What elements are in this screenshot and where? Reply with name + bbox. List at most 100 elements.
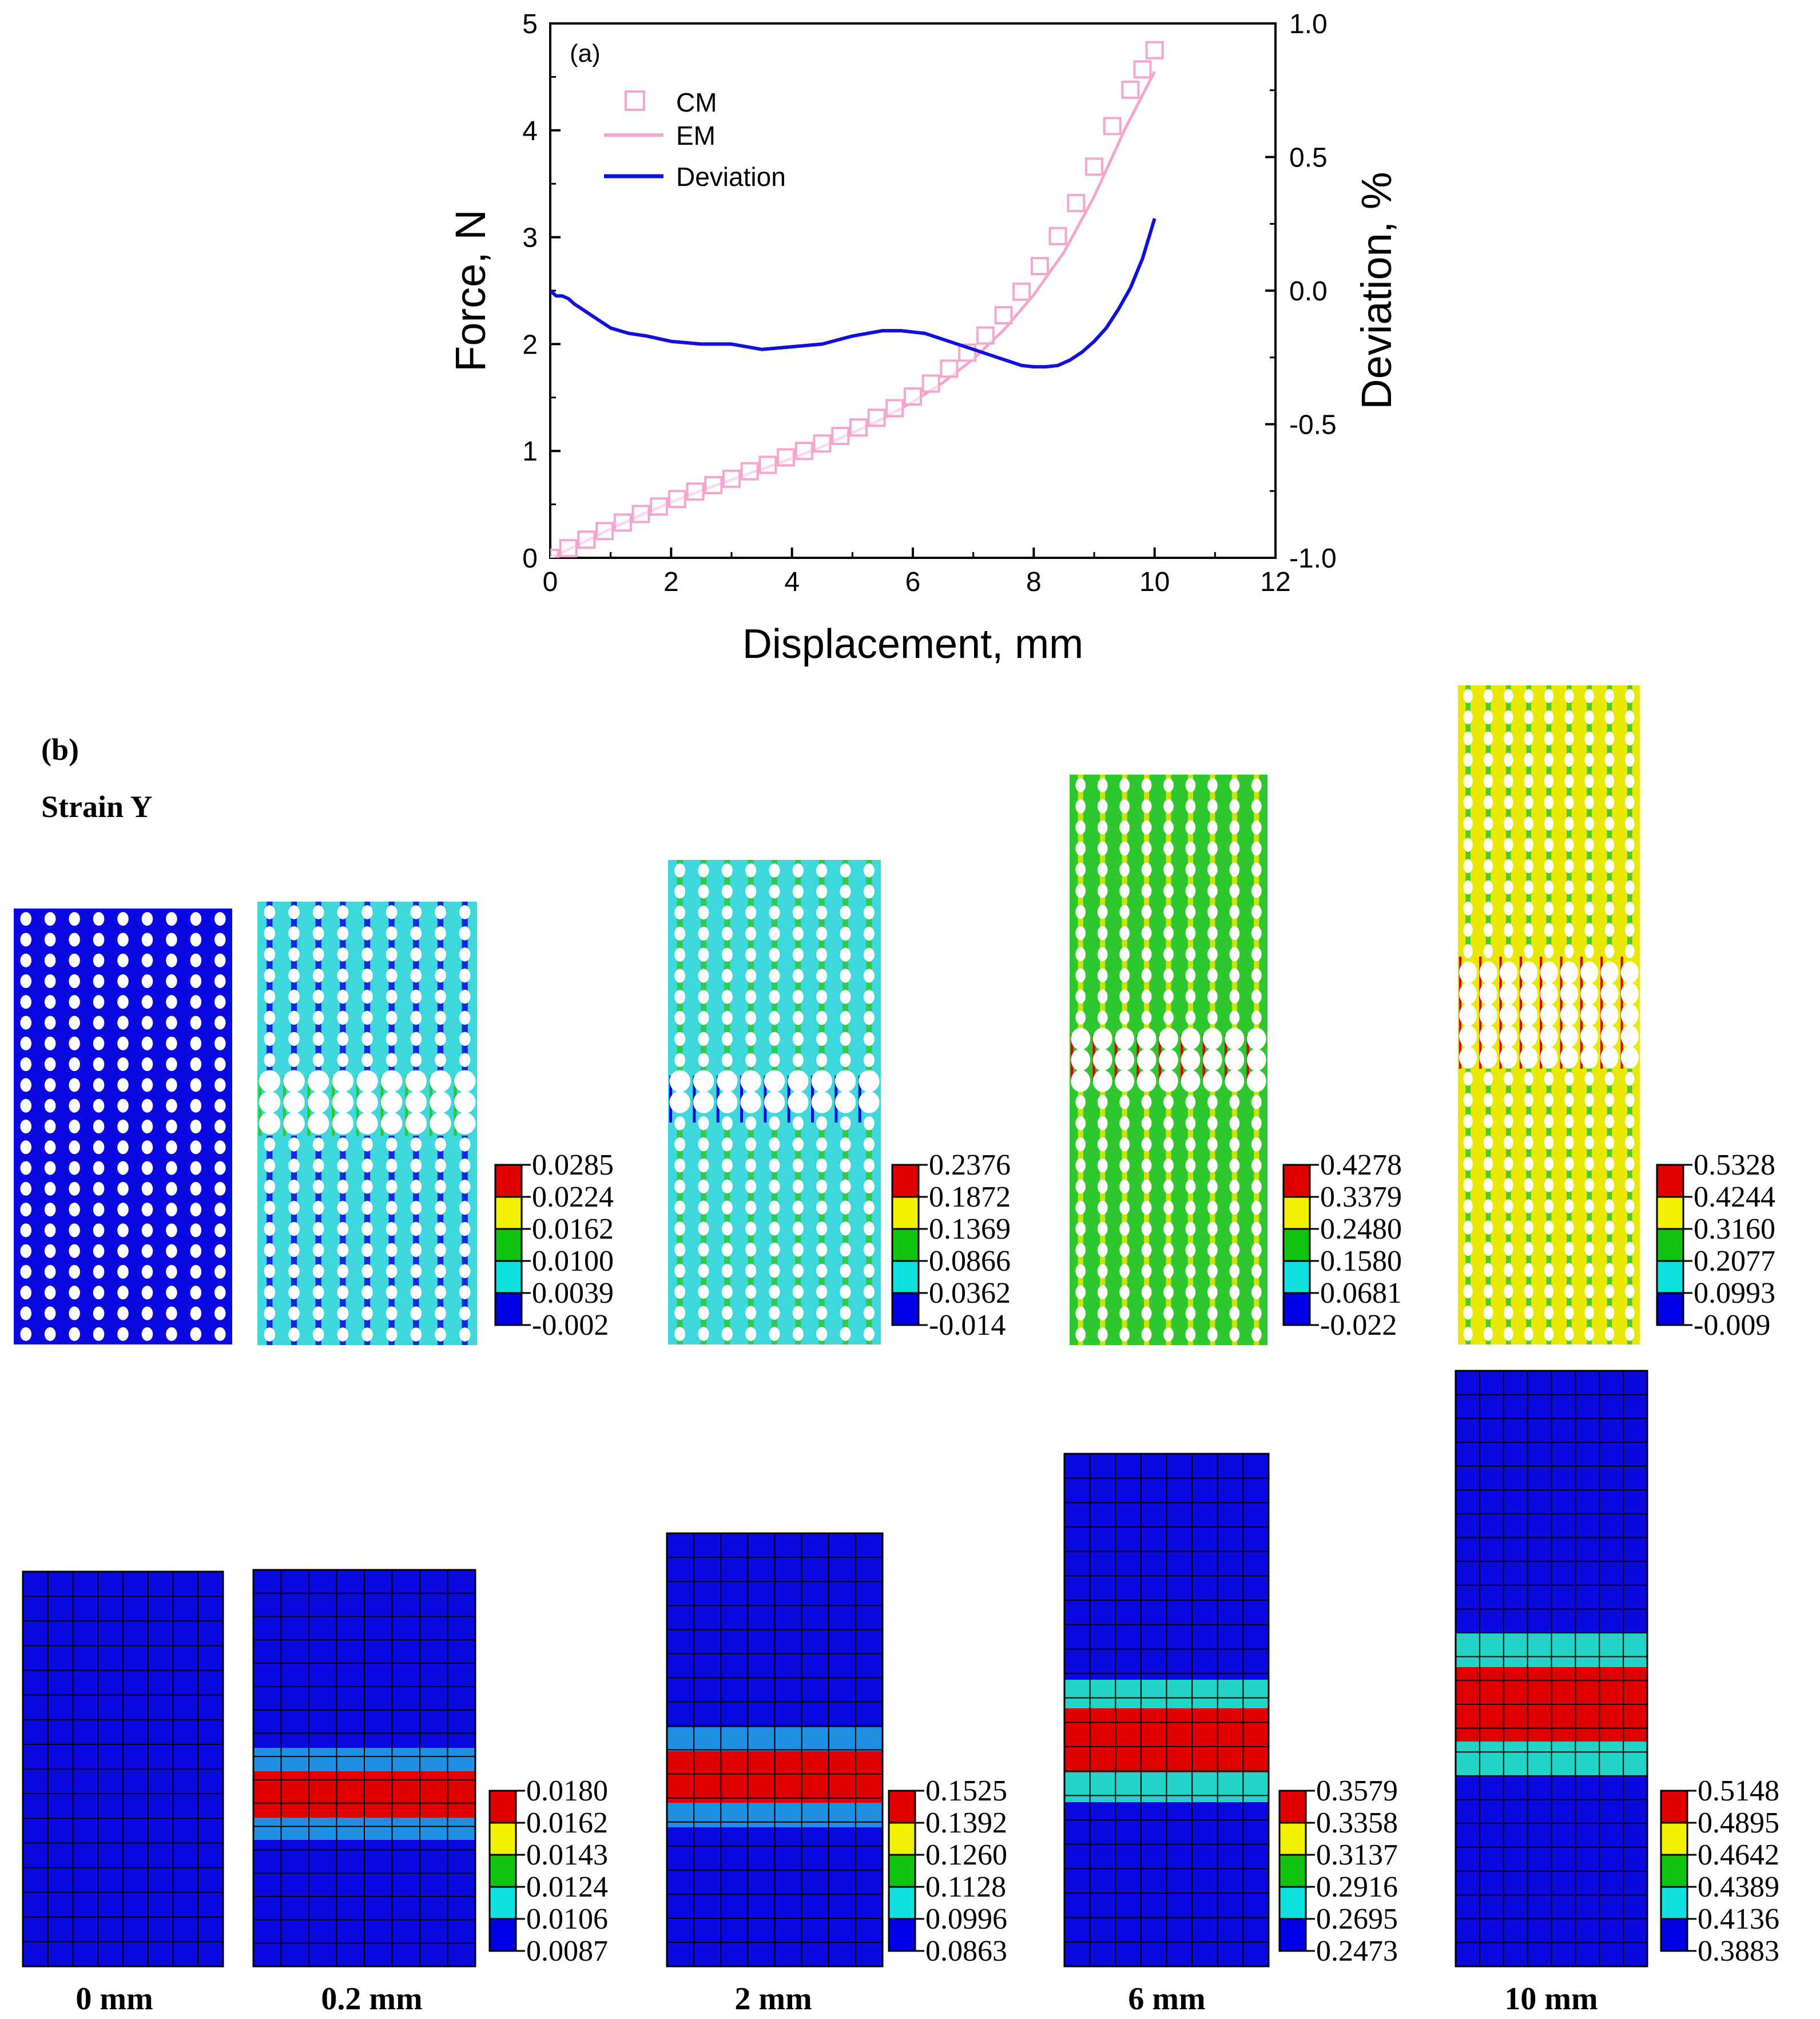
pore — [1163, 1243, 1174, 1258]
pore — [1483, 710, 1493, 725]
pore — [1564, 859, 1574, 874]
legend-swatch — [1660, 1886, 1688, 1920]
pore — [410, 1010, 422, 1025]
pore — [1075, 820, 1086, 835]
pore — [1584, 710, 1594, 725]
pore — [745, 990, 757, 1004]
pore — [1483, 795, 1493, 810]
pore — [1229, 1179, 1240, 1194]
pore — [1075, 1158, 1086, 1173]
pore — [1163, 1095, 1174, 1109]
pore — [863, 1221, 875, 1236]
legend-swatch — [1660, 1918, 1688, 1952]
pore — [1625, 1327, 1635, 1341]
pore — [1580, 1003, 1599, 1026]
pore — [1544, 923, 1554, 937]
y-axis-ticks: 0 1 2 3 4 5 — [522, 9, 561, 574]
pore — [44, 974, 56, 988]
pore — [1229, 989, 1240, 1003]
pore — [1504, 774, 1513, 788]
pore — [1560, 1046, 1578, 1069]
pore — [1524, 1199, 1533, 1213]
pore — [816, 1137, 828, 1152]
pore — [361, 905, 373, 919]
pore — [1229, 926, 1240, 941]
panel-a-label: (a) — [570, 39, 601, 68]
pore — [674, 1032, 686, 1046]
pore — [1499, 1025, 1517, 1048]
pore — [1229, 1116, 1240, 1131]
pore — [166, 1098, 177, 1113]
pore — [332, 1112, 354, 1135]
pore — [698, 1032, 709, 1046]
pore — [1141, 905, 1152, 919]
pore — [1504, 1263, 1513, 1278]
legend-swatch — [1282, 1260, 1311, 1294]
pore — [1207, 820, 1218, 835]
pore — [721, 1053, 733, 1068]
pore — [214, 1120, 226, 1133]
pore — [1625, 1178, 1635, 1192]
pore — [214, 1078, 226, 1092]
pore — [1119, 1137, 1130, 1152]
legend-swatch — [1278, 1886, 1307, 1920]
pore — [792, 1306, 804, 1320]
pore — [264, 1010, 276, 1025]
pore — [1504, 795, 1513, 810]
pore — [816, 1158, 828, 1173]
pore — [1584, 1072, 1594, 1086]
pore — [1564, 1305, 1574, 1320]
pore — [361, 1221, 373, 1236]
pore — [769, 1327, 780, 1341]
porous-map-1 — [257, 902, 477, 1345]
pore — [1604, 1199, 1615, 1213]
displacement-caption: 10 mm — [1504, 1981, 1598, 2017]
pore — [1604, 710, 1615, 725]
legend-value: 0.4278 — [1320, 1149, 1402, 1181]
chart-legend: CM EM Deviation — [604, 88, 786, 192]
pore — [1504, 689, 1513, 703]
map-outline — [1455, 1370, 1648, 1968]
pore — [1463, 859, 1473, 874]
legend-value: -0.014 — [929, 1309, 1006, 1342]
pore — [1520, 982, 1538, 1005]
pore — [1504, 731, 1513, 746]
pore — [1207, 862, 1218, 877]
pore — [1499, 982, 1517, 1005]
pore — [264, 1137, 276, 1152]
pore — [20, 1161, 31, 1175]
pore — [1251, 1010, 1262, 1025]
displacement-caption: 2 mm — [734, 1981, 812, 2017]
pore — [386, 989, 398, 1004]
map-outline — [666, 1532, 884, 1968]
pore — [312, 1285, 324, 1299]
pore — [166, 1140, 177, 1155]
x-axis-ticks: 0 2 4 6 8 10 12 — [543, 548, 1291, 597]
pore — [356, 1091, 378, 1113]
pore — [93, 1098, 105, 1113]
legend-value: -0.022 — [1320, 1309, 1397, 1342]
pore — [386, 947, 398, 962]
porous-map-3 — [1070, 775, 1267, 1345]
pore — [1544, 1178, 1554, 1192]
pore — [1504, 752, 1513, 767]
legend-value: 0.1872 — [929, 1181, 1011, 1213]
pore — [410, 947, 422, 962]
pore — [721, 1116, 733, 1131]
legend-swatch — [1656, 1196, 1684, 1230]
pore — [859, 1091, 880, 1113]
pore — [386, 1159, 398, 1173]
pore — [1207, 1327, 1218, 1342]
pore — [1463, 1263, 1473, 1278]
pore — [1119, 968, 1130, 982]
pore — [69, 1203, 80, 1217]
pore — [1625, 1072, 1635, 1086]
pore — [1141, 1179, 1152, 1194]
pore — [721, 926, 733, 941]
pore — [141, 1057, 153, 1072]
pore — [435, 1221, 446, 1236]
pore — [69, 1181, 80, 1196]
pore — [214, 1286, 226, 1300]
pore — [337, 1137, 349, 1152]
